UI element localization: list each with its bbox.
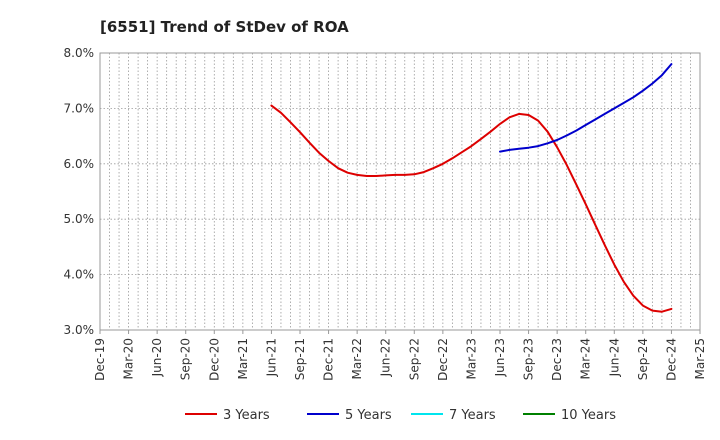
y-tick-label: 3.0% <box>64 323 95 337</box>
x-tick-label: Sep-20 <box>179 338 193 380</box>
plot-area <box>99 52 701 331</box>
y-tick-label: 7.0% <box>64 101 95 115</box>
series-line <box>270 104 673 313</box>
x-tick-label: Sep-22 <box>407 338 421 380</box>
x-tick-label: Jun-20 <box>150 338 164 377</box>
x-tick-label: Sep-23 <box>522 338 536 380</box>
x-tick-label: Dec-23 <box>550 338 564 381</box>
x-tick-label: Dec-20 <box>207 338 221 381</box>
x-tick-label: Jun-22 <box>379 338 393 377</box>
x-tick-label: Mar-24 <box>579 338 593 379</box>
x-tick-label: Mar-21 <box>236 338 250 379</box>
x-axis: Dec-19 Mar-20 Jun-20 Sep-20 Dec-20 Mar-21 Jun-… <box>93 330 707 381</box>
x-tick-label: Sep-24 <box>636 338 650 380</box>
x-tick-label: Dec-24 <box>664 338 678 381</box>
grid <box>100 53 700 330</box>
series-lines <box>270 63 673 313</box>
x-tick-label: Jun-21 <box>264 338 278 377</box>
legend-label: 10 Years <box>561 408 616 423</box>
legend-label: 3 Years <box>223 408 270 423</box>
x-tick-label: Jun-23 <box>493 338 507 377</box>
x-tick-label: Mar-22 <box>350 338 364 379</box>
chart-title: [6551] Trend of StDev of ROA <box>100 18 349 36</box>
y-tick-label: 6.0% <box>64 157 95 171</box>
series-line <box>499 63 673 153</box>
x-tick-label: Mar-25 <box>693 338 707 379</box>
y-axis: 3.0% 4.0% 5.0% 6.0% 7.0% 8.0% <box>64 46 95 337</box>
x-tick-label: Dec-22 <box>436 338 450 381</box>
x-tick-label: Jun-24 <box>607 338 621 377</box>
y-tick-label: 4.0% <box>64 268 95 282</box>
y-tick-label: 8.0% <box>64 46 95 60</box>
legend-label: 7 Years <box>449 408 496 423</box>
legend: 3 Years 5 Years 7 Years 10 Years <box>185 408 616 423</box>
x-tick-label: Dec-21 <box>322 338 336 381</box>
legend-label: 5 Years <box>345 408 392 423</box>
x-tick-label: Sep-21 <box>293 338 307 380</box>
x-tick-label: Mar-20 <box>122 338 136 379</box>
x-tick-label: Mar-23 <box>464 338 478 379</box>
y-tick-label: 5.0% <box>64 212 95 226</box>
x-tick-label: Dec-19 <box>93 338 107 381</box>
